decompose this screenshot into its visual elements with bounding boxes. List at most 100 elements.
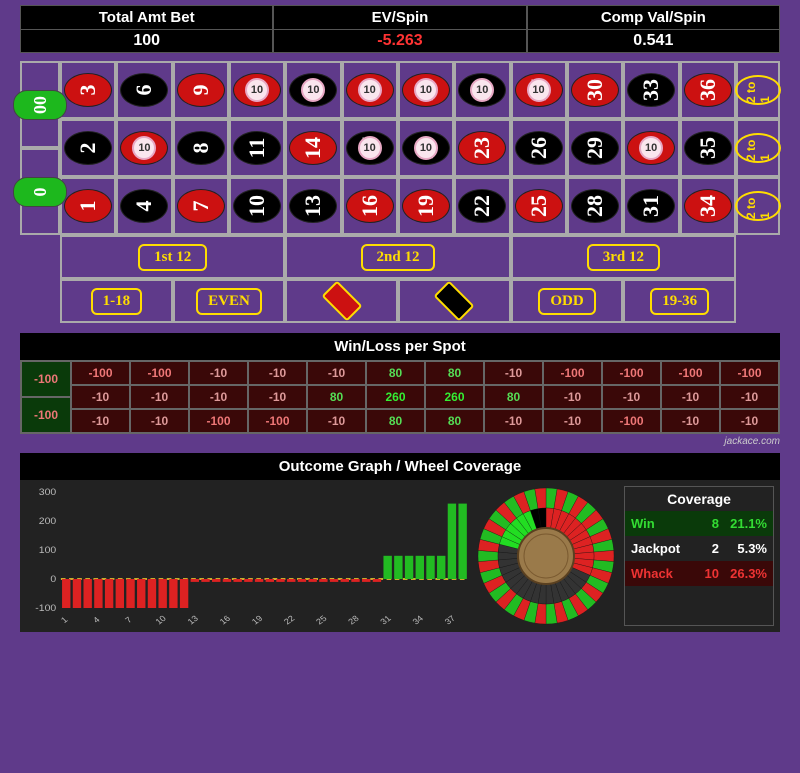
chip[interactable]: 10 bbox=[358, 78, 382, 102]
number-oval: 14 bbox=[289, 131, 337, 165]
number-cell-29[interactable]: 29 bbox=[567, 119, 623, 177]
two-to-one-2[interactable]: 2 to 1 bbox=[736, 177, 780, 235]
svg-text:7: 7 bbox=[123, 615, 134, 625]
two-to-one-0[interactable]: 2 to 1 bbox=[736, 61, 780, 119]
dozen-2[interactable]: 3rd 12 bbox=[511, 235, 736, 279]
wl-zero: -100 bbox=[21, 361, 71, 397]
number-cell-9[interactable]: 9 bbox=[173, 61, 229, 119]
number-oval: 35 bbox=[684, 131, 732, 165]
svg-text:37: 37 bbox=[442, 613, 457, 626]
wl-cell: -10 bbox=[543, 385, 602, 409]
number-cell-4[interactable]: 4 bbox=[116, 177, 172, 235]
number-oval: 6 bbox=[120, 73, 168, 107]
wl-cell: 80 bbox=[425, 361, 484, 385]
outside-even[interactable]: EVEN bbox=[173, 279, 286, 323]
number-oval: 11 bbox=[233, 131, 281, 165]
number-cell-14[interactable]: 14 bbox=[285, 119, 341, 177]
wl-cell: -100 bbox=[189, 409, 248, 433]
wl-cell: -10 bbox=[189, 385, 248, 409]
outside-low[interactable]: 1-18 bbox=[60, 279, 173, 323]
number-cell-7[interactable]: 7 bbox=[173, 177, 229, 235]
svg-text:31: 31 bbox=[378, 613, 393, 626]
chip[interactable]: 10 bbox=[301, 78, 325, 102]
winloss-section: Win/Loss per Spot -100-100 -100-100-10-1… bbox=[20, 333, 780, 434]
chip[interactable]: 10 bbox=[245, 78, 269, 102]
number-oval: 30 bbox=[571, 73, 619, 107]
number-oval: 34 bbox=[684, 189, 732, 223]
number-cell-11[interactable]: 11 bbox=[229, 119, 285, 177]
number-oval: 9 bbox=[177, 73, 225, 107]
wl-cell: -10 bbox=[248, 361, 307, 385]
number-oval: 36 bbox=[684, 73, 732, 107]
outside-odd[interactable]: ODD bbox=[511, 279, 624, 323]
number-cell-30[interactable]: 30 bbox=[567, 61, 623, 119]
number-cell-3[interactable]: 3 bbox=[60, 61, 116, 119]
number-cell-16[interactable]: 16 bbox=[342, 177, 398, 235]
wl-cell: -10 bbox=[130, 409, 189, 433]
chip[interactable]: 10 bbox=[470, 78, 494, 102]
chip[interactable]: 10 bbox=[639, 136, 663, 160]
number-oval: 28 bbox=[571, 189, 619, 223]
chip[interactable]: 10 bbox=[414, 78, 438, 102]
number-cell-19[interactable]: 19 bbox=[398, 177, 454, 235]
zero-cell-00[interactable]: 00 bbox=[20, 61, 60, 148]
wl-cell: -100 bbox=[248, 409, 307, 433]
outside-high[interactable]: 19-36 bbox=[623, 279, 736, 323]
number-cell-25[interactable]: 25 bbox=[511, 177, 567, 235]
number-cell-6[interactable]: 6 bbox=[116, 61, 172, 119]
number-oval: 25 bbox=[515, 189, 563, 223]
svg-text:100: 100 bbox=[39, 546, 57, 556]
two-to-one-label: 2 to 1 bbox=[735, 75, 781, 105]
number-cell-13[interactable]: 13 bbox=[285, 177, 341, 235]
wl-cell: 260 bbox=[366, 385, 425, 409]
wl-cell: -10 bbox=[71, 409, 130, 433]
zero-oval: 00 bbox=[13, 90, 67, 120]
zero-cell-0[interactable]: 0 bbox=[20, 148, 60, 235]
number-cell-23[interactable]: 23 bbox=[454, 119, 510, 177]
number-cell-2[interactable]: 2 bbox=[60, 119, 116, 177]
number-cell-35[interactable]: 35 bbox=[680, 119, 736, 177]
outside-red[interactable] bbox=[285, 279, 398, 323]
number-cell-36[interactable]: 36 bbox=[680, 61, 736, 119]
coverage-row-win: Win821.1% bbox=[625, 511, 773, 536]
wl-cell: -100 bbox=[602, 409, 661, 433]
number-cell-34[interactable]: 34 bbox=[680, 177, 736, 235]
number-cell-22[interactable]: 22 bbox=[454, 177, 510, 235]
number-cell-1[interactable]: 1 bbox=[60, 177, 116, 235]
svg-text:1: 1 bbox=[59, 615, 70, 625]
number-oval: 8 bbox=[177, 131, 225, 165]
wl-cell: -10 bbox=[71, 385, 130, 409]
svg-text:25: 25 bbox=[314, 613, 329, 626]
dozen-1[interactable]: 2nd 12 bbox=[285, 235, 510, 279]
chip[interactable]: 10 bbox=[414, 136, 438, 160]
chip[interactable]: 10 bbox=[527, 78, 551, 102]
dozen-label: 2nd 12 bbox=[361, 244, 436, 271]
outside-black[interactable] bbox=[398, 279, 511, 323]
number-cell-8[interactable]: 8 bbox=[173, 119, 229, 177]
number-oval: 23 bbox=[458, 131, 506, 165]
two-to-one-1[interactable]: 2 to 1 bbox=[736, 119, 780, 177]
zero-oval: 0 bbox=[13, 177, 67, 207]
svg-text:4: 4 bbox=[91, 615, 102, 625]
number-oval: 3 bbox=[64, 73, 112, 107]
number-cell-10[interactable]: 10 bbox=[229, 177, 285, 235]
wl-cell: -10 bbox=[189, 361, 248, 385]
coverage-row-jackpot: Jackpot25.3% bbox=[625, 536, 773, 561]
roulette-table: 000 369121518212427303336258111417202326… bbox=[20, 61, 780, 323]
chip[interactable]: 10 bbox=[132, 136, 156, 160]
coverage-table: Coverage Win821.1%Jackpot25.3%Whack1026.… bbox=[624, 486, 774, 626]
wl-cell: -10 bbox=[130, 385, 189, 409]
number-cell-28[interactable]: 28 bbox=[567, 177, 623, 235]
wl-cell: -10 bbox=[248, 385, 307, 409]
wl-cell: -10 bbox=[602, 385, 661, 409]
number-cell-31[interactable]: 31 bbox=[623, 177, 679, 235]
dozen-0[interactable]: 1st 12 bbox=[60, 235, 285, 279]
chip[interactable]: 10 bbox=[358, 136, 382, 160]
number-oval: 29 bbox=[571, 131, 619, 165]
number-cell-26[interactable]: 26 bbox=[511, 119, 567, 177]
number-oval: 26 bbox=[515, 131, 563, 165]
number-cell-33[interactable]: 33 bbox=[623, 61, 679, 119]
wl-cell: -10 bbox=[543, 409, 602, 433]
svg-text:10: 10 bbox=[153, 613, 168, 626]
wheel-coverage bbox=[476, 486, 616, 626]
